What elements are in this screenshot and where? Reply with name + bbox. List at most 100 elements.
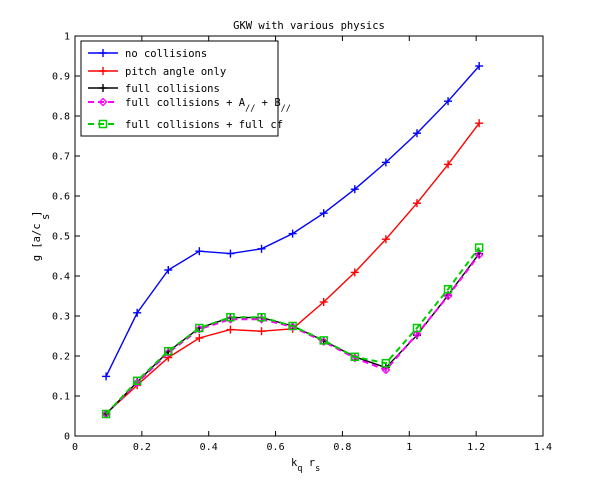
data-point-full-collisions-full-cf — [288, 321, 297, 331]
data-point-no-collisions — [257, 244, 266, 253]
x-axis-label-mid: r — [302, 457, 315, 469]
data-point-full-collisions-full-cf — [226, 312, 235, 322]
data-point-no-collisions — [475, 62, 484, 70]
legend-label-part-a: full collisions + A — [125, 97, 246, 109]
svg-text:g [a/c ]: g [a/c ] — [31, 211, 43, 262]
data-point-pitch-angle-only — [412, 199, 421, 208]
legend-marker-full-collisions — [99, 84, 107, 92]
data-point-full-collisions-a-b — [163, 348, 173, 358]
series-layer — [101, 62, 484, 419]
data-point-full-collisions-a-b — [474, 250, 484, 260]
x-axis-label-sub1: q — [297, 464, 302, 474]
x-tick-label: 1.2 — [467, 442, 485, 453]
legend-sample-full-collisions — [88, 84, 118, 92]
data-point-full-collisions-full-cf — [195, 323, 204, 333]
data-point-full-collisions-a-b — [132, 378, 142, 388]
data-point-full-collisions-a-b — [443, 291, 453, 301]
x-tick-label: 0 — [72, 442, 78, 453]
series-no-collisions — [102, 62, 484, 381]
y-axis-label: g [a/c ] s — [31, 211, 52, 262]
axis-ticks — [74, 35, 544, 437]
data-point-no-collisions — [226, 249, 235, 258]
legend-marker-no-collisions — [99, 49, 107, 57]
data-point-no-collisions — [444, 97, 453, 106]
x-tick-label: 0.2 — [133, 442, 151, 453]
legend-label-sub-2: // — [281, 104, 291, 114]
data-point-pitch-angle-only — [257, 327, 266, 336]
y-tick-label: 1 — [64, 32, 70, 43]
legend-sample-no-collisions — [88, 49, 118, 57]
data-point-no-collisions — [288, 229, 297, 238]
data-point-full-collisions-a-b — [319, 337, 329, 347]
data-point-pitch-angle-only — [195, 334, 204, 342]
y-tick-label: 0.1 — [52, 392, 70, 403]
data-point-full-collisions-full-cf — [381, 358, 391, 368]
y-tick-label: 0.6 — [52, 192, 70, 203]
series-full-collisions-full-cf — [101, 243, 484, 419]
y-tick-label: 0.5 — [52, 232, 70, 243]
legend-label-full-collisions: full collisions — [125, 83, 220, 95]
data-point-pitch-angle-only — [226, 325, 235, 334]
x-tick-label: 0.4 — [200, 442, 218, 453]
legend-label-part-b: + B — [255, 97, 280, 109]
data-point-full-collisions-full-cf — [164, 346, 173, 356]
data-point-full-collisions-full-cf — [257, 312, 266, 322]
y-tick-label: 0.8 — [52, 112, 70, 123]
x-axis-label-sub2: s — [315, 464, 320, 474]
data-point-no-collisions — [133, 308, 142, 317]
legend-marker-full-collisions-a-b — [98, 97, 108, 107]
legend-samples — [88, 49, 118, 129]
data-point-pitch-angle-only — [475, 119, 484, 128]
data-point-full-collisions-a-b — [194, 324, 204, 334]
data-point-full-collisions-full-cf — [474, 243, 484, 252]
y-tick-label: 0.9 — [52, 72, 70, 83]
data-point-no-collisions — [350, 185, 359, 194]
data-point-no-collisions — [412, 129, 421, 138]
y-tick-label: 0.7 — [52, 152, 70, 163]
x-tick-label: 1 — [406, 442, 412, 453]
data-point-full-collisions-a-b — [412, 329, 422, 339]
data-point-full-collisions-full-cf — [101, 409, 111, 419]
data-point-pitch-angle-only — [350, 268, 359, 277]
data-point-full-collisions-full-cf — [319, 336, 328, 345]
data-point-no-collisions — [319, 209, 328, 218]
legend-marker-full-collisions-full-cf — [98, 119, 108, 129]
y-axis-label-sub: s — [40, 214, 52, 220]
legend-sample-full-collisions-full-cf — [88, 119, 118, 129]
y-tick-label: 0.4 — [52, 272, 70, 283]
legend-sample-full-collisions-a-b — [88, 97, 118, 107]
data-point-pitch-angle-only — [319, 298, 328, 306]
x-axis-label: kq rs — [291, 457, 320, 474]
data-point-no-collisions — [102, 372, 111, 381]
data-point-full-collisions-full-cf — [132, 376, 142, 386]
series-line-full-collisions-full-cf — [105, 247, 480, 415]
legend-label-sub-1: // — [245, 104, 255, 114]
data-point-pitch-angle-only — [381, 235, 390, 244]
y-tick-label: 0 — [64, 432, 70, 443]
legend-sample-pitch-angle-only — [88, 67, 118, 75]
axis-tick-labels: 0 0.2 0.4 0.6 0.8 1 1.2 1.4 0 0.1 0.2 0.3 0.4 0.5 0.6 0… — [52, 32, 552, 454]
legend-label-full-collisions-full-cf: full collisions + full cf — [125, 119, 283, 131]
data-point-no-collisions — [164, 266, 173, 274]
data-point-full-collisions-a-b — [381, 365, 391, 375]
legend-label-no-collisions: no collisions — [125, 48, 207, 60]
x-tick-label: 0.8 — [333, 442, 351, 453]
legend-marker-pitch-angle-only — [99, 67, 107, 75]
legend-label-full-collisions-a-b: full collisions + A// + B// — [125, 97, 291, 114]
data-point-full-collisions-full-cf — [412, 323, 422, 333]
legend-label-pitch-angle-only: pitch angle only — [125, 66, 226, 78]
x-tick-label: 0.6 — [267, 442, 285, 453]
x-tick-label: 1.4 — [534, 442, 552, 453]
chart-title: GKW with various physics — [233, 20, 385, 32]
data-point-pitch-angle-only — [444, 160, 453, 169]
data-point-full-collisions-full-cf — [443, 284, 453, 294]
y-axis-label-main: g [a/c ] — [31, 211, 43, 262]
data-point-full-collisions-full-cf — [350, 352, 360, 362]
data-point-no-collisions — [195, 247, 204, 256]
y-tick-label: 0.2 — [52, 352, 70, 363]
legend: no collisions pitch angle only full coll… — [80, 40, 291, 137]
x-axis-label-main: k — [291, 457, 298, 469]
y-tick-label: 0.3 — [52, 312, 70, 323]
data-point-no-collisions — [381, 158, 390, 167]
